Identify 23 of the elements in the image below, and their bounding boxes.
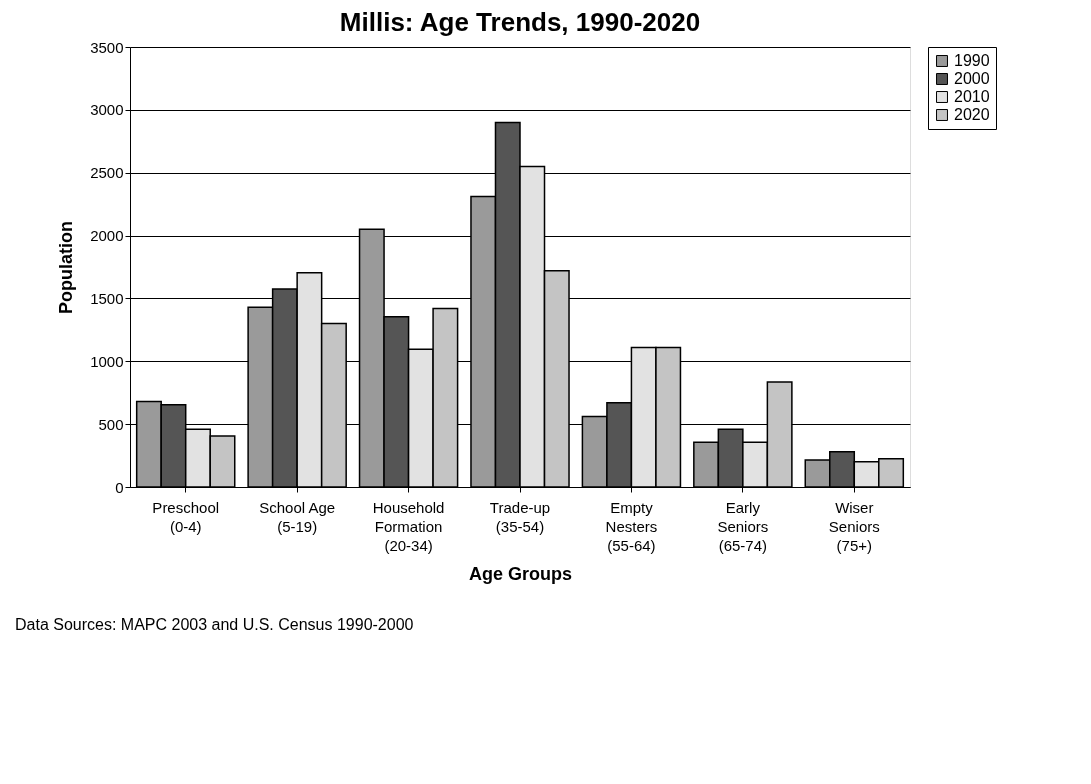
legend-label: 1990 xyxy=(954,52,990,69)
y-tick-label: 0 xyxy=(115,478,124,496)
x-tick-label: Trade-up (35-54) xyxy=(489,498,551,535)
y-tick-label: 500 xyxy=(98,415,124,433)
x-axis-title: Age Groups xyxy=(468,563,573,584)
text: Data Sources: MAPC 2003 and U.S. Census 1990-2000 xyxy=(15,616,414,633)
y-tick-label: 3500 xyxy=(90,38,124,56)
x-tick-label: Early Seniors (65-74) xyxy=(717,498,769,554)
y-tick-label: 1500 xyxy=(90,289,124,307)
y-tick-label: 1000 xyxy=(90,352,124,370)
x-tick-label: Wiser Seniors (75+) xyxy=(828,498,880,554)
x-tick-label: Preschool (0-4) xyxy=(152,498,220,535)
y-axis-title: Population xyxy=(56,221,77,314)
legend-label: 2010 xyxy=(954,88,990,105)
y-tick-label: 2000 xyxy=(90,227,124,245)
legend-label: 2000 xyxy=(954,70,990,87)
y-tick-label: 2500 xyxy=(90,164,124,182)
x-tick-label: Household Formation (20-34) xyxy=(372,498,445,554)
legend-label: 2020 xyxy=(954,106,990,123)
x-tick-label: Empty Nesters (55-64) xyxy=(605,498,658,554)
y-tick-label: 3000 xyxy=(90,101,124,119)
chart-title: Millis: Age Trends, 1990-2020 xyxy=(339,7,701,37)
x-tick-label: School Age (5-19) xyxy=(259,498,336,535)
